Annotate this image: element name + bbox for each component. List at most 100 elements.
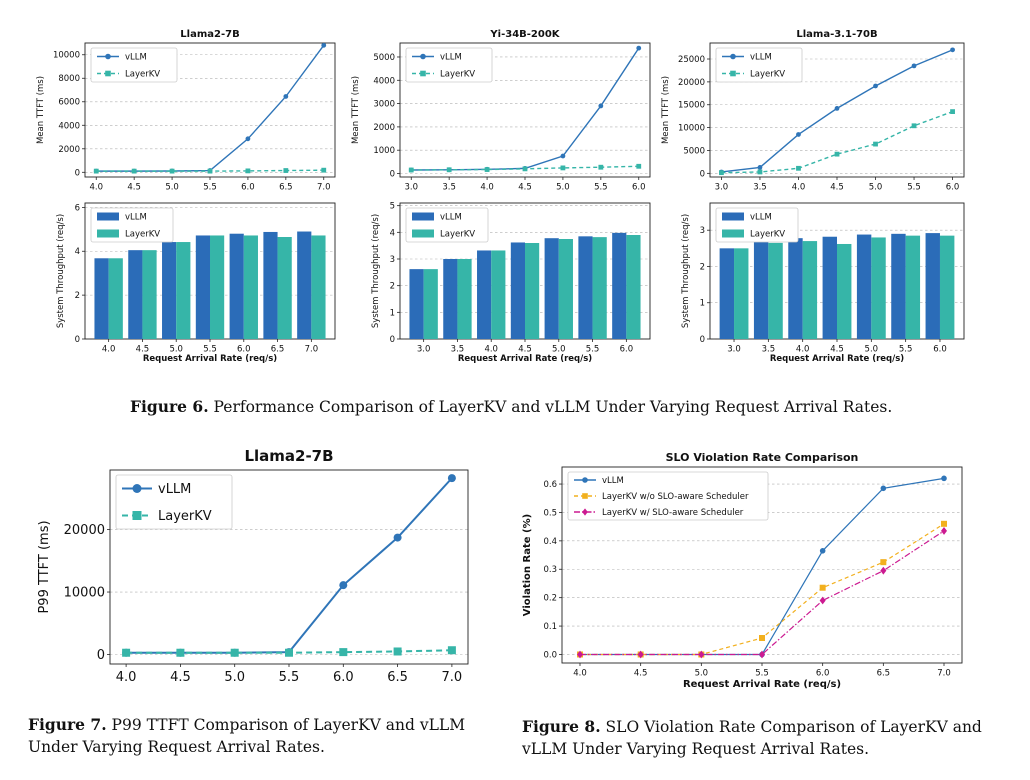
bar — [94, 258, 109, 339]
x-tick-label: 5.0 — [552, 345, 566, 355]
data-point — [880, 566, 887, 575]
y-tick-label: 3000 — [373, 100, 395, 110]
x-tick-label: 5.0 — [169, 345, 183, 355]
data-point — [636, 163, 642, 169]
data-point — [285, 648, 293, 657]
x-tick-label: 3.5 — [451, 345, 465, 355]
data-point — [447, 646, 456, 655]
data-point — [880, 485, 887, 492]
data-point — [950, 109, 955, 115]
data-point — [283, 168, 289, 173]
figure6-caption-text: Performance Comparison of LayerKV and vL… — [213, 398, 893, 416]
y-tick-label: 0 — [390, 169, 395, 179]
data-point — [834, 105, 840, 111]
y-tick-label: 6 — [75, 203, 80, 213]
x-tick-label: 3.5 — [753, 183, 767, 193]
bar — [768, 242, 783, 339]
x-tick-label: 4.5 — [136, 345, 150, 355]
data-point — [105, 70, 111, 77]
data-point — [719, 170, 724, 176]
y-tick-label: 4 — [390, 228, 395, 238]
y-axis-label: System Throughput (req/s) — [56, 214, 66, 328]
bar — [592, 237, 607, 339]
data-point — [796, 165, 801, 171]
x-tick-label: 5.5 — [586, 345, 600, 355]
x-tick-label: 3.5 — [762, 345, 776, 355]
y-tick-label: 4000 — [373, 76, 395, 86]
y-tick-label: 2000 — [58, 145, 80, 155]
data-point — [941, 527, 947, 535]
legend-label: vLLM — [750, 52, 772, 62]
x-tick-label: 4.5 — [830, 183, 844, 193]
x-tick-label: 4.0 — [792, 183, 806, 193]
data-point — [93, 168, 99, 174]
x-tick-label: 4.0 — [116, 670, 137, 685]
x-tick-label: 4.5 — [830, 345, 844, 355]
data-point — [582, 493, 588, 499]
chart-thr_llama31: 0 1 2 3 3.0 3.5 4.0 4.5 5.0 5.5 6.0 System Throughp… — [681, 202, 965, 364]
bar — [856, 234, 872, 339]
data-point — [577, 650, 583, 659]
x-tick-label: 4.5 — [170, 670, 191, 685]
chart-p99_llama2: 0 10000 20000 4.0 4.5 5.0 5.5 6.0 6.5 7.0 P99 TTFT… — [37, 447, 469, 685]
y-tick-label: 25000 — [678, 55, 705, 65]
data-point — [105, 53, 111, 60]
chart-title: Yi-34B-200K — [489, 29, 560, 40]
figure8-caption: Figure 8. SLO Violation Rate Comparison … — [522, 716, 990, 760]
y-tick-label: 0.1 — [543, 622, 557, 632]
x-tick-label: 5.0 — [695, 669, 709, 679]
chart-ttft_llama2: 0 2000 4000 6000 8000 10000 4.0 4.5 5.0 5.5 6.0 6.5… — [36, 29, 336, 193]
legend-label: LayerKV — [158, 509, 212, 524]
x-tick-label: 5.5 — [203, 345, 217, 355]
y-tick-label: 0.5 — [543, 508, 557, 518]
bar — [297, 231, 312, 339]
y-tick-label: 0.0 — [543, 650, 557, 660]
y-tick-label: 0.4 — [543, 537, 557, 547]
bar — [753, 240, 769, 339]
y-tick-label: 5 — [390, 202, 395, 212]
y-tick-label: 2000 — [373, 123, 395, 133]
x-tick-label: 6.0 — [237, 345, 251, 355]
data-point — [522, 166, 528, 172]
data-point — [447, 474, 456, 483]
data-point — [636, 45, 642, 51]
x-tick-label: 7.0 — [317, 183, 331, 193]
y-tick-label: 4 — [75, 247, 80, 257]
chart-slo_violation: 0.0 0.1 0.2 0.3 0.4 0.5 0.6 4.0 4.5 5.0 5.5 6.0 6.5 7… — [522, 451, 963, 690]
data-point — [393, 533, 402, 542]
x-tick-label: 3.0 — [417, 345, 431, 355]
data-point — [730, 53, 736, 60]
y-tick-label: 6000 — [58, 98, 80, 108]
x-axis-label: Request Arrival Rate (req/s) — [770, 354, 904, 364]
figure8-caption-text: SLO Violation Rate Comparison of LayerKV… — [522, 718, 982, 758]
data-point — [321, 42, 327, 48]
x-tick-label: 5.0 — [224, 670, 245, 685]
x-tick-label: 5.5 — [203, 183, 217, 193]
data-point — [446, 167, 452, 173]
legend-swatch — [97, 229, 119, 238]
bar — [229, 233, 244, 339]
x-tick-label: 3.0 — [727, 345, 741, 355]
legend-label: vLLM — [125, 212, 147, 222]
bar — [525, 243, 540, 339]
data-point — [598, 164, 604, 170]
y-tick-label: 0 — [75, 168, 80, 178]
x-tick-label: 6.5 — [271, 345, 285, 355]
x-axis-label: Request Arrival Rate (req/s) — [458, 354, 592, 364]
x-tick-label: 5.5 — [907, 183, 921, 193]
x-tick-label: 4.5 — [518, 183, 532, 193]
y-tick-label: 0.2 — [543, 594, 557, 604]
chart-title: Llama-3.1-70B — [796, 29, 877, 40]
figure6-caption-label: Figure 6. — [130, 397, 209, 416]
figure6-caption: Figure 6. Performance Comparison of Laye… — [130, 396, 910, 418]
legend-label: vLLM — [158, 482, 191, 497]
data-point — [759, 650, 765, 659]
data-point — [582, 477, 588, 483]
x-tick-label: 4.0 — [573, 669, 587, 679]
legend-swatch — [412, 212, 434, 221]
x-tick-label: 4.0 — [102, 345, 116, 355]
x-tick-label: 6.0 — [333, 670, 354, 685]
legend-label: LayerKV — [750, 69, 785, 79]
x-tick-label: 5.0 — [556, 183, 570, 193]
